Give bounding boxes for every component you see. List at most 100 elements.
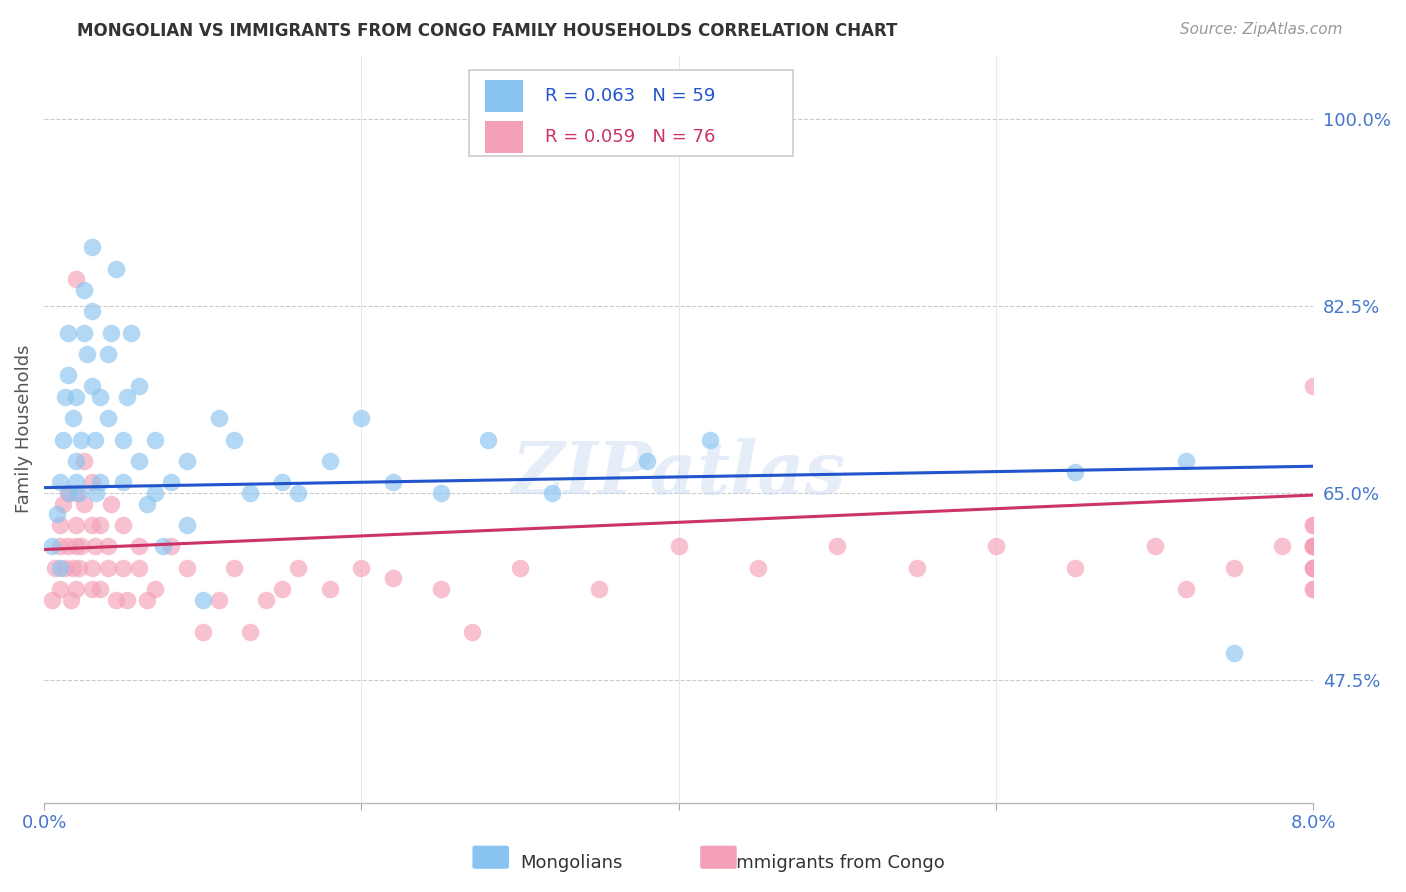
Point [115, 390, 138, 404]
Bar [485, 121, 523, 153]
Point [62, 560, 84, 574]
Point [112, 475, 135, 490]
Point [80, 582, 103, 596]
Point [827, 539, 849, 553]
Point [89, 475, 111, 490]
Text: Mongolians: Mongolians [520, 855, 623, 872]
Point [350, 560, 373, 574]
Point [382, 475, 405, 490]
Bar [485, 80, 523, 112]
Point [69, 539, 91, 553]
Point [100, 326, 122, 340]
Point [100, 497, 122, 511]
Point [160, 475, 183, 490]
Point [41, 539, 63, 553]
Point [905, 560, 928, 574]
Point [56, 326, 79, 340]
Point [287, 486, 309, 500]
Point [461, 624, 484, 639]
Point [1302, 582, 1324, 596]
Text: R = 0.063   N = 59: R = 0.063 N = 59 [546, 87, 716, 105]
Point [65, 518, 87, 533]
Point [1143, 539, 1166, 553]
Point [1175, 582, 1198, 596]
Point [136, 592, 159, 607]
Point [112, 518, 135, 533]
Point [287, 560, 309, 574]
Point [67, 486, 90, 500]
Point [176, 560, 198, 574]
Point [112, 560, 135, 574]
Point [1223, 560, 1246, 574]
Point [1302, 539, 1324, 553]
Point [65, 582, 87, 596]
Point [429, 486, 451, 500]
Point [747, 560, 769, 574]
Point [112, 433, 135, 447]
Point [80, 379, 103, 393]
Point [636, 454, 658, 468]
Point [65, 454, 87, 468]
Point [239, 624, 262, 639]
Point [271, 582, 294, 596]
Point [136, 497, 159, 511]
Point [53, 560, 76, 574]
Point [128, 379, 150, 393]
Point [97, 560, 120, 574]
Point [76, 347, 98, 361]
Point [120, 326, 142, 340]
Point [143, 433, 166, 447]
FancyBboxPatch shape [470, 70, 793, 156]
Point [191, 624, 214, 639]
Point [224, 433, 246, 447]
Point [191, 592, 214, 607]
Point [1064, 465, 1087, 479]
Point [207, 592, 229, 607]
Point [1175, 454, 1198, 468]
Point [477, 433, 499, 447]
Point [1302, 560, 1324, 574]
Point [56, 368, 79, 383]
Point [67, 560, 90, 574]
Point [224, 560, 246, 574]
Point [128, 560, 150, 574]
Point [73, 283, 96, 297]
Point [1302, 379, 1324, 393]
Point [69, 433, 91, 447]
Text: Source: ZipAtlas.com: Source: ZipAtlas.com [1180, 22, 1343, 37]
Point [128, 454, 150, 468]
Point [1302, 518, 1324, 533]
Point [53, 390, 76, 404]
Text: Immigrants from Congo: Immigrants from Congo [731, 855, 945, 872]
Point [80, 518, 103, 533]
Point [56, 486, 79, 500]
Point [1302, 539, 1324, 553]
Point [41, 592, 63, 607]
Point [207, 411, 229, 425]
Point [97, 347, 120, 361]
Point [97, 539, 120, 553]
Point [429, 582, 451, 596]
Point [60, 592, 83, 607]
Point [143, 486, 166, 500]
Point [152, 539, 174, 553]
Point [318, 454, 340, 468]
Point [49, 475, 72, 490]
Point [115, 592, 138, 607]
Point [86, 486, 108, 500]
Point [65, 486, 87, 500]
Point [128, 539, 150, 553]
Point [65, 539, 87, 553]
Point [49, 582, 72, 596]
Point [1302, 560, 1324, 574]
Point [52, 433, 75, 447]
Point [318, 582, 340, 596]
Point [699, 433, 721, 447]
Point [65, 475, 87, 490]
Point [58, 486, 80, 500]
Point [45, 508, 67, 522]
Point [588, 582, 610, 596]
Text: MONGOLIAN VS IMMIGRANTS FROM CONGO FAMILY HOUSEHOLDS CORRELATION CHART: MONGOLIAN VS IMMIGRANTS FROM CONGO FAMIL… [77, 22, 897, 40]
Y-axis label: Family Households: Family Households [15, 344, 32, 513]
Point [509, 560, 531, 574]
